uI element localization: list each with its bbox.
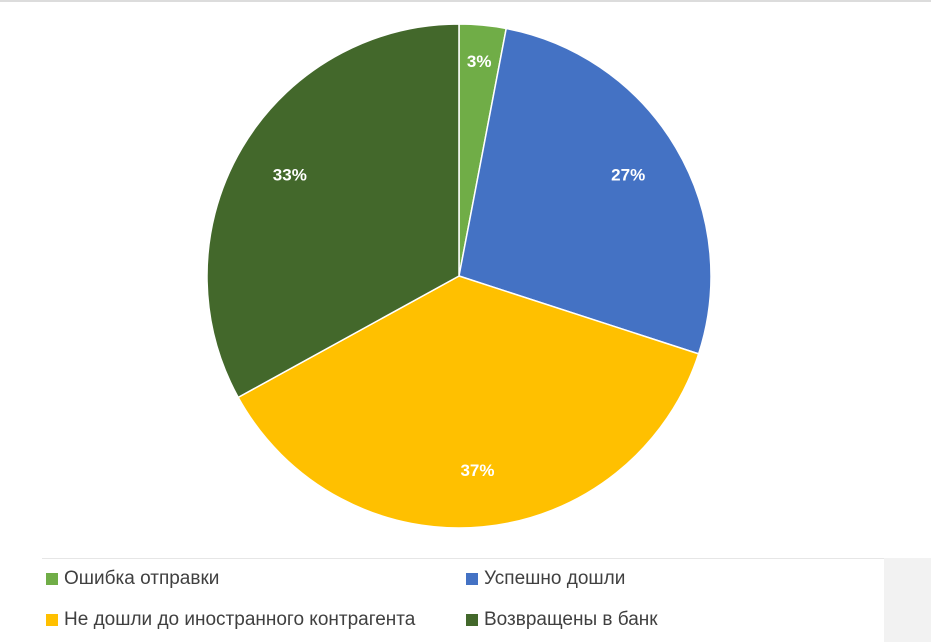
slice-data-label: 37% (460, 461, 494, 480)
slice-data-label: 3% (467, 52, 492, 71)
slice-data-label: 33% (273, 165, 307, 184)
legend-swatch (46, 573, 58, 585)
legend-swatch (46, 614, 58, 626)
legend: Ошибка отправки Успешно дошли Не дошли д… (42, 558, 884, 643)
legend-item-ne-doshli: Не дошли до иностранного контрагента (46, 609, 415, 631)
legend-swatch (466, 573, 478, 585)
legend-label: Возвращены в банк (484, 609, 658, 630)
legend-label: Успешно дошли (484, 568, 626, 589)
pie-chart: 3% 27% 37% 33% (206, 23, 712, 529)
legend-side-panel (884, 558, 931, 642)
pie-slice (206, 23, 460, 399)
pie-slice (237, 275, 700, 529)
legend-swatch (466, 614, 478, 626)
pie-slice (458, 27, 712, 355)
legend-label: Ошибка отправки (64, 568, 220, 589)
legend-item-uspeshno-doshli: Успешно дошли (466, 568, 625, 590)
legend-item-oshibka-otpravki: Ошибка отправки (46, 568, 219, 590)
legend-item-vozvrashcheny-v-bank: Возвращены в банк (466, 609, 658, 631)
legend-label: Не дошли до иностранного контрагента (64, 609, 416, 630)
slice-data-label: 27% (611, 165, 645, 184)
